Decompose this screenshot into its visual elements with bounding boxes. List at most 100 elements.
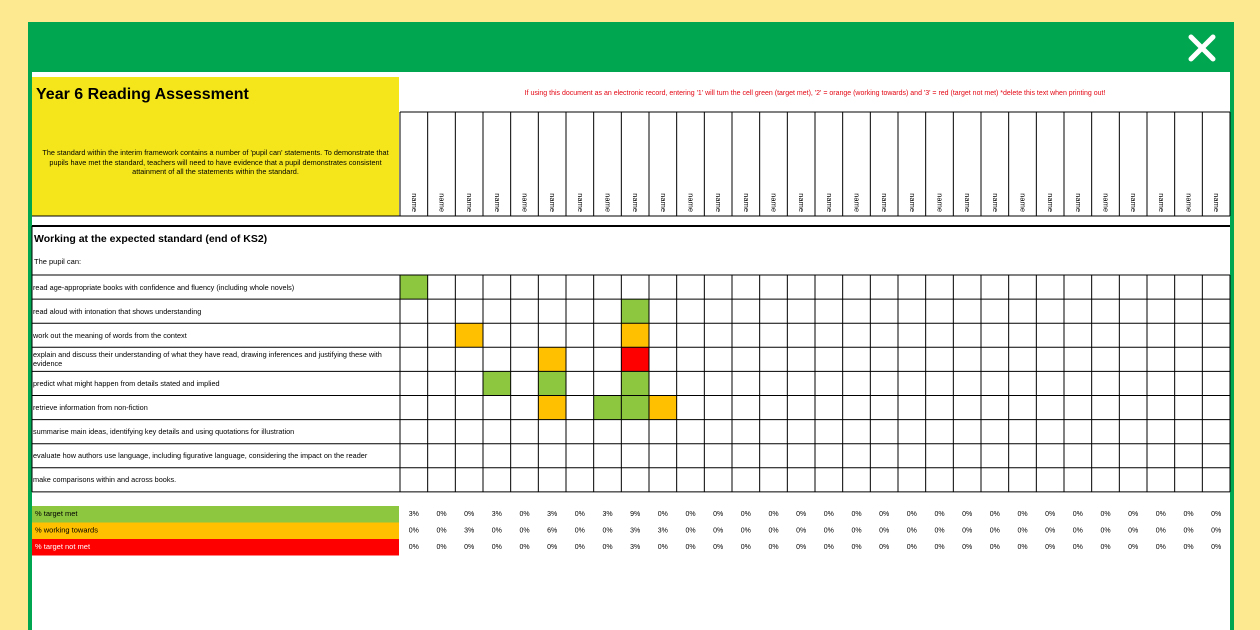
- summary-percent: 0%: [1045, 511, 1055, 518]
- summary-percent: 0%: [464, 511, 474, 518]
- summary-percent: 0%: [685, 511, 695, 518]
- statement-cell: read aloud with intonation that shows un…: [33, 306, 202, 316]
- summary-percent: 0%: [602, 528, 612, 535]
- summary-percent: 0%: [796, 511, 806, 518]
- summary-percent: 0%: [547, 544, 557, 551]
- summary-percent: 0%: [519, 528, 529, 535]
- student-name: name: [410, 193, 419, 212]
- summary-percent: 0%: [934, 544, 944, 551]
- student-name: name: [963, 193, 972, 212]
- summary-percent: 3%: [464, 528, 474, 535]
- instruction: If using this document as an electronic …: [525, 90, 1106, 97]
- student-name: name: [825, 193, 834, 212]
- summary-percent: 0%: [1211, 544, 1221, 551]
- summary-percent: 0%: [824, 544, 834, 551]
- summary-percent: 0%: [796, 528, 806, 535]
- summary-percent: 0%: [713, 511, 723, 518]
- summary-percent: 0%: [713, 528, 723, 535]
- summary-percent: 0%: [879, 544, 889, 551]
- student-name: name: [1157, 193, 1166, 212]
- statement: read age-appropriate books with confiden…: [33, 282, 295, 292]
- rating-cell: [483, 371, 511, 396]
- summary-percent: 0%: [1045, 544, 1055, 551]
- summary-percent: 0%: [1128, 528, 1138, 535]
- summary-percent: 0%: [1017, 511, 1027, 518]
- summary-percent: 0%: [685, 544, 695, 551]
- statement: summarise main ideas, identifying key de…: [33, 427, 295, 437]
- student-name: name: [770, 193, 779, 212]
- section-intro: The pupil can:: [34, 257, 81, 266]
- summary-percent: 0%: [436, 528, 446, 535]
- statement-cell: predict what might happen from details s…: [33, 379, 220, 388]
- summary-percent: 0%: [1156, 544, 1166, 551]
- summary-percent: 0%: [962, 528, 972, 535]
- summary-percent: 0%: [851, 544, 861, 551]
- summary-percent: 0%: [492, 528, 502, 535]
- summary-percent: 3%: [658, 528, 668, 535]
- summary-label: % target met: [35, 509, 78, 518]
- rating-cell: [621, 299, 649, 324]
- summary-percent: 0%: [464, 544, 474, 551]
- statement: read aloud with intonation that shows un…: [33, 306, 202, 316]
- summary-percent: 0%: [1073, 511, 1083, 518]
- summary-label: % working towards: [35, 526, 98, 535]
- summary-percent: 0%: [741, 528, 751, 535]
- summary-percent: 0%: [492, 544, 502, 551]
- student-name: name: [687, 193, 696, 212]
- summary-percent: 0%: [409, 544, 419, 551]
- student-name: name: [853, 193, 862, 212]
- summary-percent: 3%: [409, 511, 419, 518]
- summary-percent: 0%: [907, 511, 917, 518]
- summary-percent: 0%: [575, 544, 585, 551]
- summary-percent: 0%: [409, 528, 419, 535]
- summary-label: % target not met: [35, 542, 91, 551]
- statement-cell: summarise main ideas, identifying key de…: [33, 427, 295, 437]
- statement: retrieve information from non-fiction: [33, 403, 148, 413]
- student-name: name: [1019, 193, 1028, 212]
- rating-cell: [538, 371, 566, 396]
- summary-percent: 0%: [658, 544, 668, 551]
- summary-percent: 0%: [1073, 528, 1083, 535]
- summary-label-box: [32, 539, 399, 556]
- rating-cell: [538, 395, 566, 420]
- summary-percent: 0%: [1073, 544, 1083, 551]
- statement-cell: explain and discuss their understanding …: [33, 350, 382, 369]
- summary-percent: 3%: [547, 511, 557, 518]
- summary-percent: 0%: [519, 511, 529, 518]
- summary-percent: 0%: [741, 511, 751, 518]
- statement-cell: read age-appropriate books with confiden…: [33, 282, 295, 292]
- student-name: name: [1185, 193, 1194, 212]
- summary-percent: 0%: [990, 544, 1000, 551]
- rating-cell: [621, 395, 649, 420]
- summary-percent: 0%: [575, 511, 585, 518]
- summary-percent: 0%: [1045, 528, 1055, 535]
- summary-percent: 3%: [630, 528, 640, 535]
- student-name: name: [936, 193, 945, 212]
- summary-percent: 0%: [990, 528, 1000, 535]
- statement-cell: retrieve information from non-fiction: [33, 403, 148, 413]
- statement: explain and discuss their understanding …: [33, 350, 382, 369]
- statement: make comparisons within and across books…: [33, 475, 177, 485]
- summary-percent: 0%: [1128, 544, 1138, 551]
- summary-percent: 0%: [436, 511, 446, 518]
- summary-label-box: [32, 506, 399, 523]
- student-name: name: [465, 193, 474, 212]
- student-name: name: [1129, 193, 1138, 212]
- close-button[interactable]: [1188, 34, 1216, 62]
- title: Year 6 Reading Assessment: [36, 86, 250, 103]
- student-name: name: [576, 193, 585, 212]
- summary-percent: 0%: [1183, 528, 1193, 535]
- summary-percent: 0%: [990, 511, 1000, 518]
- summary-percent: 0%: [685, 528, 695, 535]
- summary-percent: 0%: [796, 544, 806, 551]
- summary-percent: 0%: [1183, 544, 1193, 551]
- summary-percent: 0%: [824, 511, 834, 518]
- rating-cell: [538, 347, 566, 372]
- statement: evaluate how authors use language, inclu…: [33, 451, 368, 461]
- summary-label-box: [32, 522, 399, 539]
- student-name: name: [659, 193, 668, 212]
- student-name: name: [797, 193, 806, 212]
- summary-percent: 0%: [575, 528, 585, 535]
